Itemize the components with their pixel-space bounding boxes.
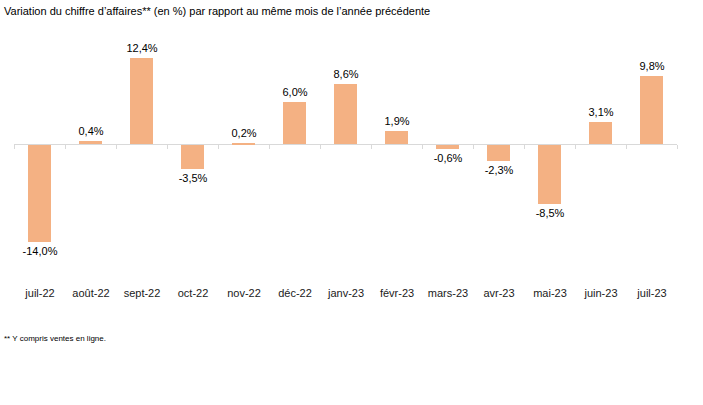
x-axis-tick xyxy=(65,145,66,149)
bar-févr-23 xyxy=(385,131,408,144)
data-label: 9,8% xyxy=(639,60,664,73)
x-axis-label: juil-23 xyxy=(637,287,666,300)
bar-janv-23 xyxy=(334,84,357,144)
x-axis-tick xyxy=(524,145,525,149)
bar-juil-22 xyxy=(28,145,51,242)
x-axis-label: avr-23 xyxy=(483,287,514,300)
x-axis-tick xyxy=(14,145,15,149)
bar-mars-23 xyxy=(436,145,459,149)
x-axis-tick xyxy=(167,145,168,149)
bar-nov-22 xyxy=(232,143,255,145)
x-axis-tick xyxy=(677,145,678,149)
data-label: -2,3% xyxy=(485,164,514,177)
x-axis-label: oct-22 xyxy=(178,287,209,300)
x-axis-tick xyxy=(422,145,423,149)
x-axis-label: mai-23 xyxy=(533,287,567,300)
data-label: -3,5% xyxy=(179,172,208,185)
data-label: -8,5% xyxy=(536,207,565,220)
x-axis-label: juin-23 xyxy=(584,287,617,300)
x-axis-label: mars-23 xyxy=(428,287,468,300)
x-axis-tick xyxy=(473,145,474,149)
x-axis-tick xyxy=(269,145,270,149)
bar-oct-22 xyxy=(181,145,204,169)
x-axis-label: juil-22 xyxy=(25,287,54,300)
x-axis-tick xyxy=(218,145,219,149)
x-axis-tick xyxy=(320,145,321,149)
chart-figure: Variation du chiffre d’affaires** (en %)… xyxy=(0,0,703,405)
x-axis-tick xyxy=(371,145,372,149)
chart-footnote: ** Y compris ventes en ligne. xyxy=(4,334,106,344)
x-axis-label: nov-22 xyxy=(227,287,261,300)
x-axis-label: janv-23 xyxy=(328,287,364,300)
data-label: 6,0% xyxy=(282,86,307,99)
x-axis-label: sept-22 xyxy=(124,287,161,300)
bar-mai-23 xyxy=(538,145,561,204)
chart-title: Variation du chiffre d’affaires** (en %)… xyxy=(4,4,430,18)
plot-area: -14,0% juil-22 0,4% août-22 12,4% sept-22 -3,5… xyxy=(14,40,677,302)
x-axis-label: févr-23 xyxy=(380,287,414,300)
x-axis-label: août-22 xyxy=(72,287,109,300)
bar-juil-23 xyxy=(640,76,663,144)
x-axis-tick xyxy=(626,145,627,149)
x-axis-label: déc-22 xyxy=(278,287,312,300)
data-label: -14,0% xyxy=(23,245,58,258)
data-label: 0,2% xyxy=(231,127,256,140)
data-label: 12,4% xyxy=(126,42,157,55)
data-label: 0,4% xyxy=(78,125,103,138)
bar-sept-22 xyxy=(130,58,153,144)
bar-avr-23 xyxy=(487,145,510,161)
data-label: 1,9% xyxy=(384,115,409,128)
data-label: 8,6% xyxy=(333,68,358,81)
x-axis-tick xyxy=(575,145,576,149)
x-axis-tick xyxy=(116,145,117,149)
bar-déc-22 xyxy=(283,102,306,144)
data-label: -0,6% xyxy=(434,152,463,165)
data-label: 3,1% xyxy=(588,106,613,119)
bar-août-22 xyxy=(79,141,102,144)
bar-juin-23 xyxy=(589,122,612,144)
x-axis-line xyxy=(14,144,677,145)
